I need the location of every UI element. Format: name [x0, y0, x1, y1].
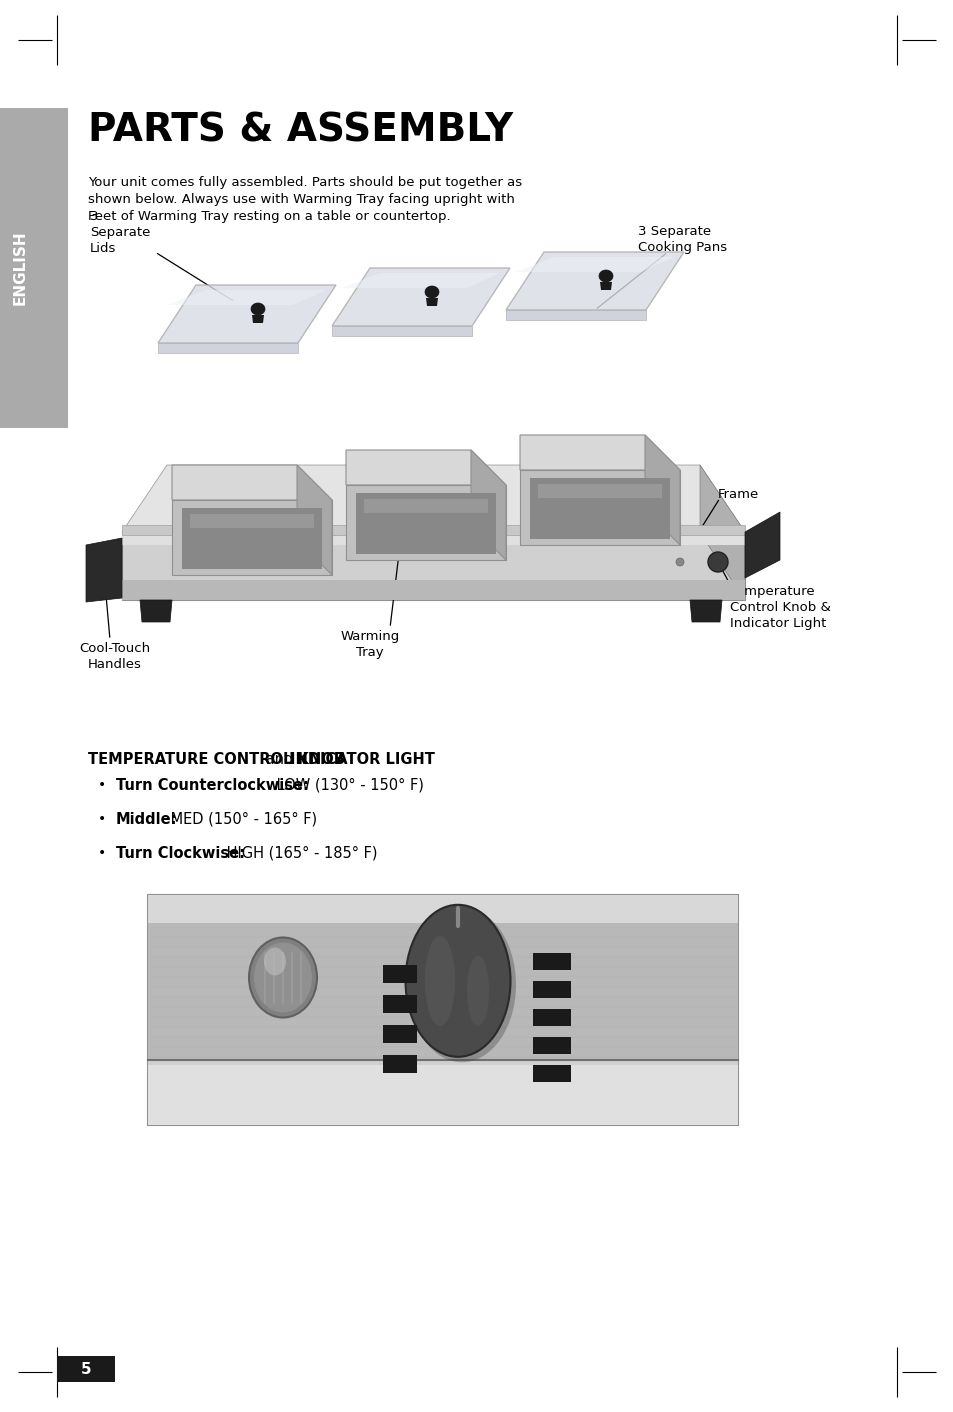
Text: •: •	[98, 846, 106, 860]
Text: 5: 5	[81, 1361, 91, 1377]
Polygon shape	[537, 484, 661, 498]
Polygon shape	[158, 285, 335, 343]
Text: •: •	[98, 812, 106, 826]
Polygon shape	[172, 465, 332, 500]
Polygon shape	[252, 315, 264, 323]
Bar	[533, 953, 571, 970]
Text: Handles: Handles	[88, 658, 142, 671]
Bar	[148, 1060, 738, 1125]
Polygon shape	[516, 257, 673, 273]
Bar	[0, 107, 68, 428]
Bar	[533, 1065, 571, 1082]
Polygon shape	[700, 465, 744, 600]
Ellipse shape	[424, 936, 455, 1025]
Text: Frame: Frame	[718, 489, 759, 501]
Polygon shape	[122, 580, 744, 600]
Polygon shape	[346, 450, 505, 484]
Polygon shape	[505, 311, 645, 321]
Text: HIGH (165° - 185° F): HIGH (165° - 185° F)	[222, 846, 377, 861]
Text: TEMPERATURE CONTROL KNOB: TEMPERATURE CONTROL KNOB	[88, 753, 345, 767]
Polygon shape	[346, 484, 505, 561]
Text: Control Knob &: Control Knob &	[729, 602, 830, 614]
Text: Turn Counterclockwise:: Turn Counterclockwise:	[116, 778, 309, 794]
Text: MED (150° - 165° F): MED (150° - 165° F)	[166, 812, 316, 827]
Ellipse shape	[424, 287, 438, 298]
Polygon shape	[296, 465, 332, 575]
Polygon shape	[519, 435, 679, 470]
Polygon shape	[471, 450, 505, 561]
Bar	[382, 964, 416, 983]
Ellipse shape	[253, 942, 312, 1012]
Bar	[57, 1356, 115, 1382]
Text: Cooking Pans: Cooking Pans	[638, 241, 726, 254]
Polygon shape	[530, 479, 669, 539]
Bar	[148, 1065, 738, 1125]
Text: Separate: Separate	[90, 226, 151, 239]
Text: LOW (130° - 150° F): LOW (130° - 150° F)	[272, 778, 424, 794]
Text: 3: 3	[90, 210, 98, 223]
Polygon shape	[168, 289, 326, 305]
Text: Cool-Touch: Cool-Touch	[79, 642, 151, 655]
Ellipse shape	[676, 558, 683, 566]
Bar	[533, 1010, 571, 1027]
Ellipse shape	[598, 270, 613, 282]
Ellipse shape	[405, 905, 510, 1056]
Polygon shape	[355, 493, 496, 554]
Text: Your unit comes fully assembled. Parts should be put together as: Your unit comes fully assembled. Parts s…	[88, 176, 521, 189]
Text: Turn Clockwise:: Turn Clockwise:	[116, 846, 245, 861]
Bar	[533, 981, 571, 998]
Ellipse shape	[251, 304, 265, 315]
Polygon shape	[689, 600, 721, 623]
Bar	[148, 895, 738, 1125]
Text: Temperature: Temperature	[729, 585, 814, 599]
Text: ENGLISH: ENGLISH	[12, 230, 28, 305]
Polygon shape	[140, 600, 172, 623]
Polygon shape	[172, 500, 332, 575]
Text: Lids: Lids	[90, 241, 116, 256]
Text: shown below. Always use with Warming Tray facing upright with: shown below. Always use with Warming Tra…	[88, 193, 515, 206]
Ellipse shape	[408, 908, 516, 1062]
Polygon shape	[744, 513, 780, 578]
Bar	[148, 895, 738, 1060]
Bar	[533, 1036, 571, 1053]
Polygon shape	[190, 514, 314, 528]
Polygon shape	[122, 532, 744, 545]
Ellipse shape	[707, 552, 727, 572]
Polygon shape	[426, 298, 437, 306]
Polygon shape	[644, 435, 679, 545]
Polygon shape	[599, 282, 612, 289]
Text: PARTS & ASSEMBLY: PARTS & ASSEMBLY	[88, 112, 513, 150]
Text: 3 Separate: 3 Separate	[638, 225, 710, 239]
Ellipse shape	[467, 956, 489, 1025]
Polygon shape	[158, 343, 297, 353]
Polygon shape	[341, 273, 499, 288]
Bar	[382, 1025, 416, 1043]
Text: Middle:: Middle:	[116, 812, 177, 827]
Text: Tray: Tray	[355, 647, 383, 659]
Polygon shape	[122, 532, 744, 600]
Bar	[148, 895, 738, 923]
Bar	[382, 995, 416, 1012]
Text: Feet of Warming Tray resting on a table or countertop.: Feet of Warming Tray resting on a table …	[88, 210, 450, 223]
Polygon shape	[519, 470, 679, 545]
Text: INDICATOR LIGHT: INDICATOR LIGHT	[290, 753, 435, 767]
Text: and: and	[260, 753, 297, 767]
Polygon shape	[332, 268, 510, 326]
Polygon shape	[332, 326, 472, 336]
Bar	[382, 1055, 416, 1073]
Ellipse shape	[249, 938, 316, 1018]
Bar	[122, 525, 744, 535]
Text: Indicator Light: Indicator Light	[729, 617, 825, 630]
Polygon shape	[122, 465, 744, 532]
Polygon shape	[182, 508, 322, 569]
Polygon shape	[505, 251, 683, 311]
Text: Warming: Warming	[340, 630, 399, 642]
Polygon shape	[86, 538, 122, 602]
Ellipse shape	[264, 947, 286, 976]
Text: •: •	[98, 778, 106, 792]
Polygon shape	[364, 498, 488, 513]
